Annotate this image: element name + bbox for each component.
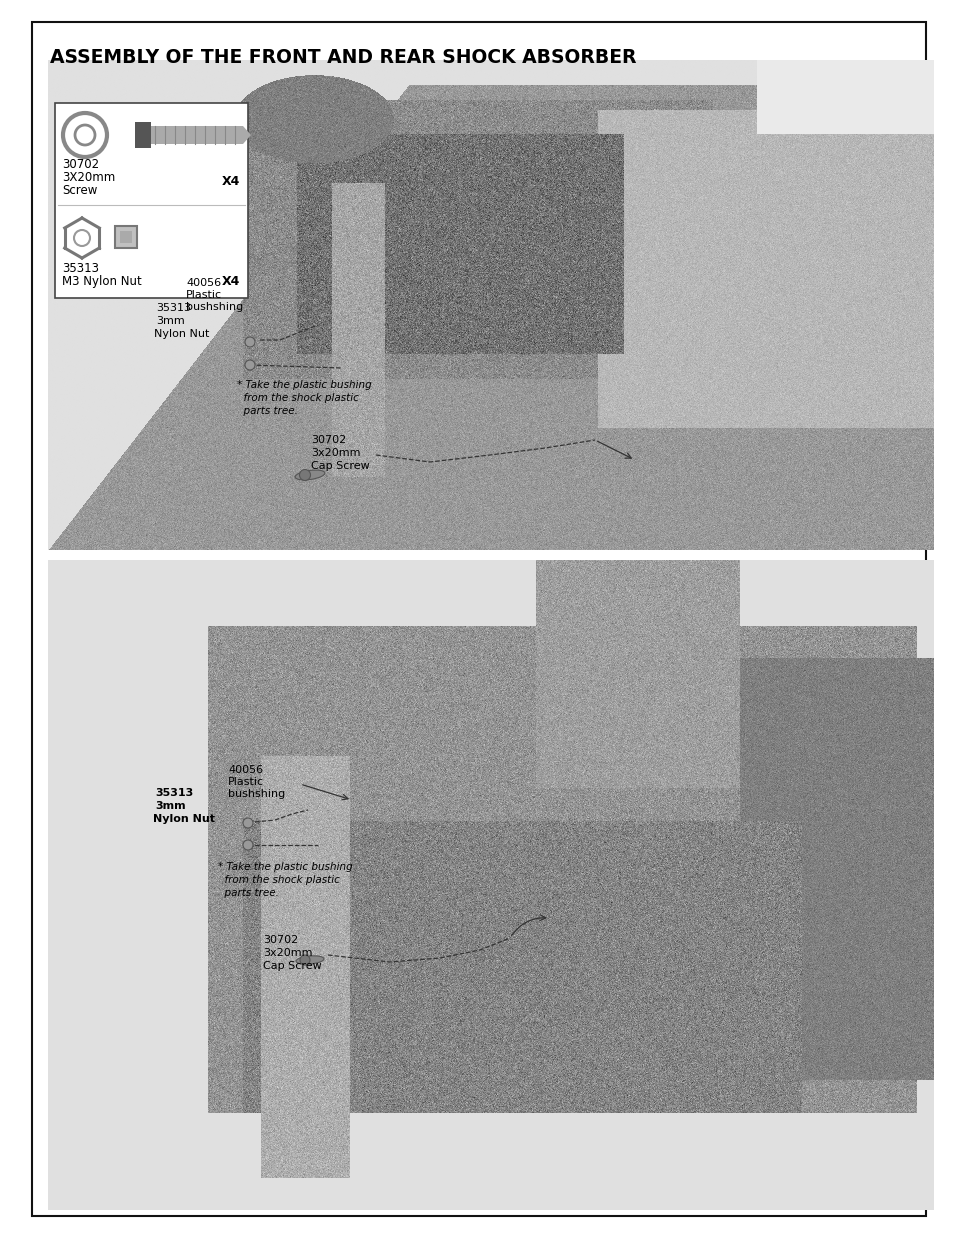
- Text: X4: X4: [221, 275, 240, 288]
- Text: 30702: 30702: [263, 935, 298, 945]
- Text: 3mm: 3mm: [156, 316, 185, 326]
- Text: * Take the plastic bushing: * Take the plastic bushing: [218, 862, 353, 872]
- Text: 35313: 35313: [156, 303, 191, 312]
- Circle shape: [299, 955, 310, 965]
- Text: Screw: Screw: [62, 184, 97, 198]
- Text: Cap Screw: Cap Screw: [311, 461, 370, 471]
- Bar: [135, 122, 151, 148]
- Text: Nylon Nut: Nylon Nut: [152, 814, 214, 824]
- Text: Nylon Nut: Nylon Nut: [153, 329, 209, 338]
- Text: 3X20mm: 3X20mm: [62, 170, 115, 184]
- Text: * Take the plastic bushing: * Take the plastic bushing: [236, 380, 372, 390]
- Text: 3x20mm: 3x20mm: [311, 448, 360, 458]
- Bar: [115, 226, 137, 248]
- Circle shape: [243, 840, 253, 850]
- Circle shape: [245, 337, 254, 347]
- Circle shape: [245, 359, 254, 370]
- Text: 30702: 30702: [62, 158, 99, 170]
- Ellipse shape: [294, 471, 325, 480]
- Text: bushshing: bushshing: [228, 789, 285, 799]
- Text: 35313: 35313: [154, 788, 193, 798]
- Circle shape: [243, 818, 253, 827]
- Text: 35313: 35313: [62, 262, 99, 275]
- Text: X4: X4: [221, 175, 240, 188]
- Bar: [151, 126, 243, 144]
- Text: from the shock plastic: from the shock plastic: [236, 393, 358, 403]
- Text: 30702: 30702: [311, 435, 346, 445]
- Text: bushshing: bushshing: [186, 303, 243, 312]
- Text: from the shock plastic: from the shock plastic: [218, 876, 339, 885]
- Text: Cap Screw: Cap Screw: [263, 961, 321, 971]
- Circle shape: [299, 469, 310, 480]
- Text: parts tree.: parts tree.: [218, 888, 278, 898]
- Text: 3x20mm: 3x20mm: [263, 948, 313, 958]
- Text: 40056: 40056: [228, 764, 263, 776]
- Text: Plastic: Plastic: [228, 777, 264, 787]
- Bar: [120, 231, 132, 243]
- Text: ASSEMBLY OF THE FRONT AND REAR SHOCK ABSORBER: ASSEMBLY OF THE FRONT AND REAR SHOCK ABS…: [50, 48, 636, 67]
- Text: 40056: 40056: [186, 278, 221, 288]
- Ellipse shape: [295, 956, 324, 965]
- Text: 3mm: 3mm: [154, 802, 186, 811]
- Polygon shape: [243, 126, 251, 144]
- Text: parts tree.: parts tree.: [236, 406, 297, 416]
- Bar: [55, 103, 248, 298]
- Text: Plastic: Plastic: [186, 290, 222, 300]
- Text: M3 Nylon Nut: M3 Nylon Nut: [62, 275, 142, 288]
